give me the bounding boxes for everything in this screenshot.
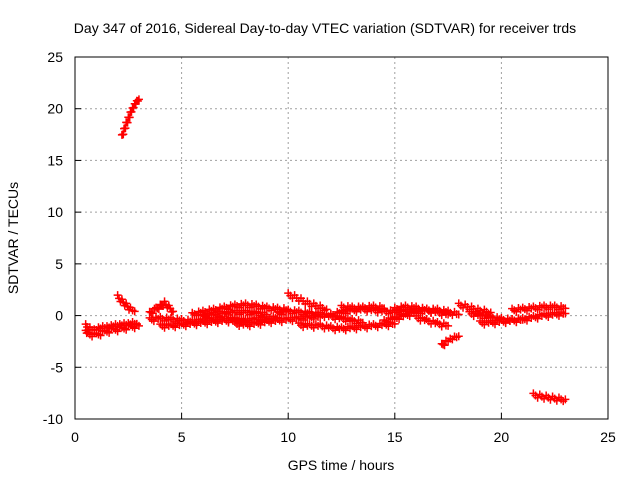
series-arc-21 — [476, 314, 527, 329]
series-arc-22 — [508, 301, 570, 316]
data-point — [561, 304, 570, 313]
data-point — [522, 316, 531, 325]
data-point — [440, 341, 449, 350]
data-point — [380, 304, 389, 313]
series-arc-18 — [437, 332, 463, 350]
data-point — [454, 332, 463, 341]
data-point — [444, 310, 453, 319]
series-arc-2 — [81, 320, 143, 341]
x-tick-label: 0 — [71, 429, 79, 445]
data-point — [203, 313, 212, 322]
y-tick-label: 15 — [47, 152, 63, 168]
series-arc-17 — [412, 311, 453, 331]
data-point — [256, 320, 265, 329]
data-point — [96, 331, 105, 340]
data-point — [277, 310, 286, 319]
series-arc-8 — [198, 306, 271, 322]
data-point — [130, 307, 139, 316]
series-arc-4 — [145, 297, 178, 318]
data-point — [390, 319, 399, 328]
x-tick-label: 10 — [280, 429, 296, 445]
data-point — [134, 321, 143, 330]
y-tick-label: 10 — [47, 204, 63, 220]
x-tick-label: 5 — [178, 429, 186, 445]
series-arc-rising — [117, 95, 143, 139]
data-point — [134, 95, 143, 104]
x-tick-label: 15 — [387, 429, 403, 445]
x-axis-label: GPS time / hours — [288, 457, 395, 473]
data-point — [561, 395, 570, 404]
y-tick-label: 25 — [47, 49, 63, 65]
data-layer — [81, 95, 570, 406]
series-arc-3 — [113, 291, 139, 316]
data-point — [533, 314, 542, 323]
x-tick-label: 25 — [600, 429, 616, 445]
data-point — [127, 107, 136, 116]
data-point — [395, 306, 404, 315]
series-arc-11 — [273, 305, 367, 328]
data-point — [169, 307, 178, 316]
data-point — [454, 310, 463, 319]
y-tick-label: -10 — [43, 411, 63, 427]
data-point — [133, 96, 142, 105]
data-point — [395, 315, 404, 324]
data-point — [122, 325, 131, 334]
data-point — [444, 321, 453, 330]
data-point — [105, 328, 114, 337]
plot-frame — [74, 56, 609, 420]
y-axis-label: SDTVAR / TECUs — [5, 182, 21, 294]
series-arc-14 — [337, 301, 389, 315]
y-tick-labels: -10 -5 0 5 10 15 20 25 — [43, 49, 63, 427]
data-point — [148, 309, 157, 318]
data-point — [518, 315, 527, 324]
y-tick-label: 20 — [47, 101, 63, 117]
chart-title: Day 347 of 2016, Sidereal Day-to-day VTE… — [74, 20, 576, 36]
x-tick-labels: 0 5 10 15 20 25 — [71, 429, 616, 445]
y-tick-label: 0 — [55, 308, 63, 324]
data-point — [384, 318, 393, 327]
y-tick-label: -5 — [51, 359, 64, 375]
x-tick-label: 20 — [494, 429, 510, 445]
y-tick-label: 5 — [55, 256, 63, 272]
series-arc-10 — [284, 289, 331, 315]
series-arc-16 — [390, 301, 453, 320]
data-point — [331, 312, 340, 321]
series-arc-23 — [529, 389, 570, 406]
